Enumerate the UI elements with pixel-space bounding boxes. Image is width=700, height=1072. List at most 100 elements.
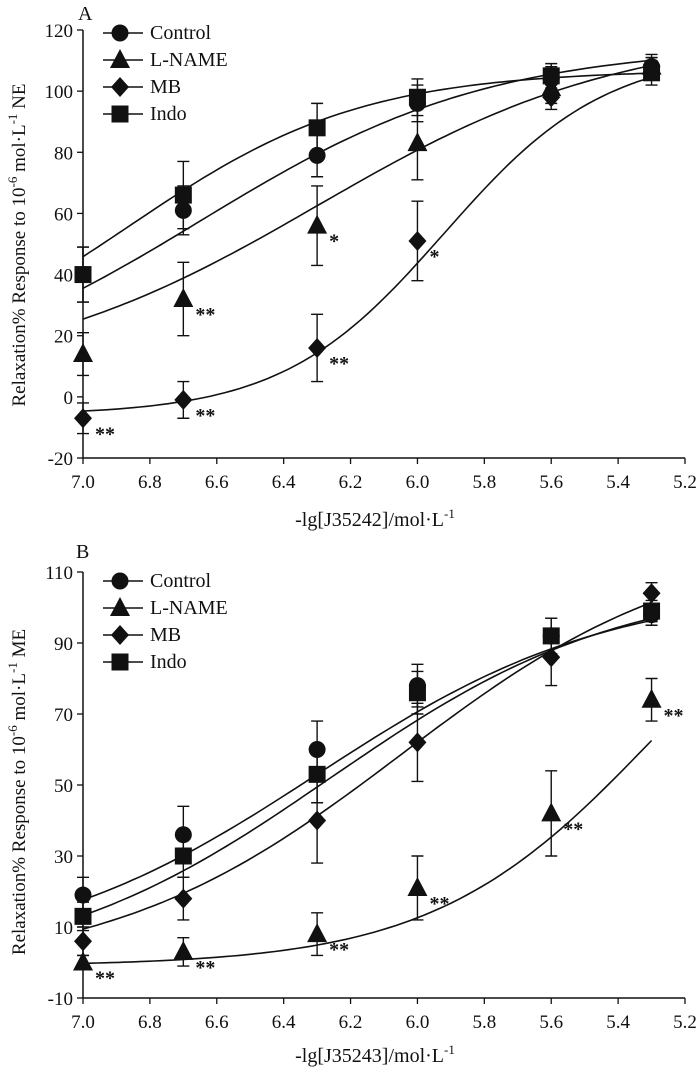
y-tick-label: 60 (54, 204, 73, 225)
legend-label: Indo (150, 103, 187, 125)
y-tick-label: 120 (45, 21, 74, 42)
data-point (308, 119, 326, 137)
fit-curve (82, 72, 652, 258)
y-tick-label: 90 (54, 634, 73, 655)
legend-marker (111, 625, 129, 645)
data-point (174, 847, 192, 865)
legend-marker (110, 597, 130, 616)
y-tick-label: 50 (54, 776, 73, 797)
data-point (74, 907, 92, 925)
data-point (173, 940, 194, 960)
data-point (542, 67, 560, 85)
y-axis-label-text: Relaxation% Response to 10-6 mol·L-1 NE (5, 83, 30, 406)
legend-label: Indo (150, 651, 187, 673)
data-point (174, 389, 193, 410)
x-axis-label: -lg[J35242]/mol·L-1 (295, 506, 455, 531)
significance-label: ** (195, 405, 215, 427)
data-point (643, 602, 661, 620)
x-tick-label: 5.2 (673, 1012, 697, 1033)
x-tick-label: 5.4 (606, 1012, 630, 1033)
legend: Control L-NAME MB Indo (150, 22, 228, 125)
legend: Control L-NAME MB Indo (150, 570, 228, 673)
data-point (308, 765, 326, 783)
significance-label: * (429, 246, 439, 268)
x-tick-label: 7.0 (71, 472, 95, 493)
data-point (408, 684, 426, 702)
x-tick-label: 6.6 (205, 472, 229, 493)
legend-marker (111, 653, 129, 671)
significance-label: ** (95, 968, 115, 990)
y-tick-label: 80 (54, 143, 73, 164)
data-point (73, 343, 93, 363)
significance-label: ** (329, 939, 349, 961)
legend-marker (111, 572, 129, 590)
significance-label: ** (195, 957, 215, 979)
data-point (74, 408, 92, 429)
legend-label: Control (150, 22, 212, 44)
y-tick-label: 110 (45, 563, 73, 584)
data-point (74, 266, 92, 284)
data-point (542, 627, 560, 645)
x-tick-label: 6.2 (339, 472, 363, 493)
data-point (73, 951, 93, 971)
legend-label: L-NAME (150, 597, 228, 619)
legend-marker (111, 77, 129, 97)
x-tick-label: 6.4 (272, 1012, 296, 1033)
significance-label: ** (429, 893, 449, 915)
x-tick-label: 6.2 (339, 1012, 363, 1033)
x-tick-label: 5.6 (539, 1012, 563, 1033)
x-tick-label: 5.8 (472, 1012, 496, 1033)
significance-label: ** (195, 304, 215, 326)
legend-marker (110, 49, 130, 68)
data-point (643, 64, 661, 82)
data-point (308, 337, 327, 358)
legend-marker (111, 105, 129, 123)
y-axis-label-text: Relaxation% Response to 10-6 mol·L-1 ME (5, 629, 30, 955)
fit-curve (82, 76, 652, 412)
data-point (408, 732, 427, 753)
significance-label: ** (563, 818, 583, 840)
data-point (641, 688, 662, 708)
data-point (74, 886, 92, 904)
significance-label: ** (329, 353, 349, 375)
x-tick-label: 6.0 (406, 472, 430, 493)
data-point (642, 583, 661, 604)
data-point (407, 876, 428, 896)
legend-marker (111, 24, 129, 42)
panel-label: B (76, 541, 89, 563)
significance-label: * (329, 231, 339, 253)
series-indo (74, 59, 661, 303)
x-tick-label: 5.8 (472, 472, 496, 493)
panel-label: A (78, 3, 93, 25)
fit-curve (82, 739, 653, 965)
panel-a: A Relaxation% Response to 10-6 mol·L-1 N… (5, 3, 697, 531)
panel-b: B Relaxation% Response to 10-6 mol·L-1 M… (5, 541, 697, 1067)
data-point (308, 810, 327, 831)
fit-curve (82, 617, 652, 917)
x-tick-label: 5.6 (539, 472, 563, 493)
data-point (541, 802, 562, 822)
y-tick-label: 0 (64, 388, 74, 409)
data-point (307, 214, 328, 234)
x-tick-label: 5.4 (606, 472, 630, 493)
series-l-name: ** ** ** ** ** ** (73, 677, 684, 990)
y-tick-label: 20 (54, 327, 73, 348)
data-point (307, 923, 328, 943)
data-point (542, 87, 561, 108)
y-axis-label: Relaxation% Response to 10-6 mol·L-1 NE (5, 83, 30, 406)
y-tick-label: -10 (48, 989, 73, 1010)
data-point (308, 146, 326, 164)
y-tick-label: 40 (54, 266, 73, 287)
data-point (173, 288, 194, 308)
y-tick-label: -20 (48, 449, 73, 470)
y-tick-label: 10 (54, 918, 73, 939)
y-axis-label: Relaxation% Response to 10-6 mol·L-1 ME (5, 629, 30, 955)
data-point (408, 88, 426, 106)
x-tick-label: 6.6 (205, 1012, 229, 1033)
x-axis-label: -lg[J35243]/mol·L-1 (295, 1042, 455, 1067)
series-indo (74, 599, 661, 932)
data-point (408, 230, 427, 251)
x-tick-label: 5.2 (673, 472, 697, 493)
y-tick-label: 70 (54, 705, 73, 726)
